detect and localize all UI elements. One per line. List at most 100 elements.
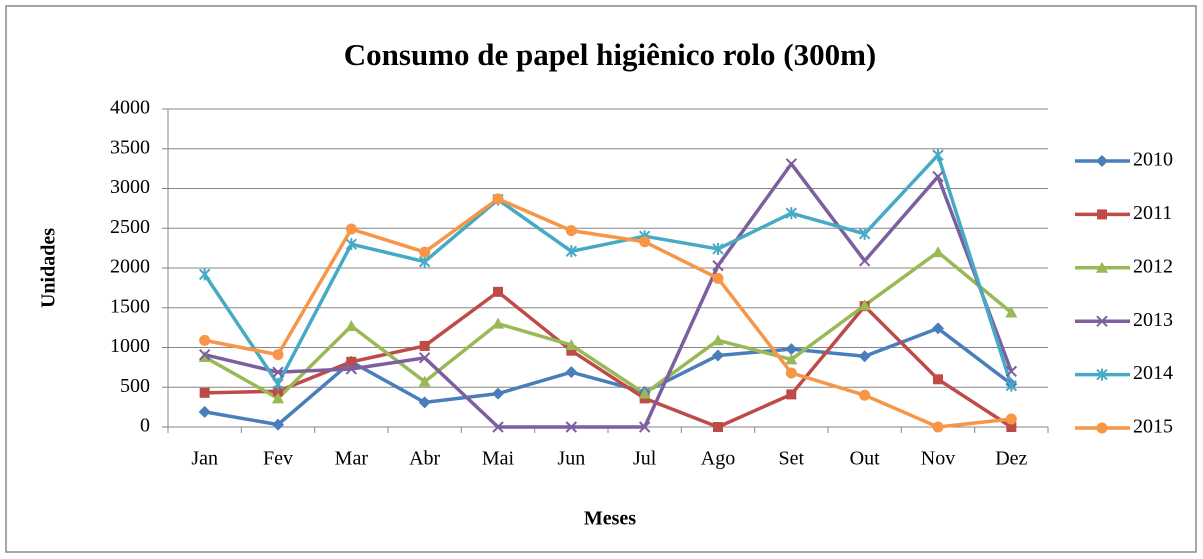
data-point [933, 374, 943, 385]
data-point [932, 170, 944, 183]
chart-frame [5, 5, 1197, 553]
data-point [493, 286, 503, 297]
data-point [272, 366, 284, 378]
data-point [785, 207, 798, 220]
y-tick-label: 3500 [110, 136, 150, 158]
series-line [204, 162, 1013, 429]
legend-marker [1096, 422, 1108, 434]
data-point [638, 387, 651, 399]
legend-label: 2013 [1133, 309, 1173, 331]
data-point [198, 348, 211, 361]
data-point [272, 418, 284, 431]
data-point [565, 339, 578, 351]
data-point [272, 378, 284, 391]
legend-marker [1097, 209, 1107, 220]
data-point [418, 375, 431, 387]
data-point [712, 272, 724, 284]
data-point [492, 193, 504, 205]
data-point [712, 259, 724, 272]
data-point [346, 356, 357, 367]
legend-label: 2011 [1133, 202, 1172, 224]
x-axis-title: Meses [584, 508, 636, 530]
data-point [198, 268, 211, 281]
x-tick-label: Nov [921, 448, 955, 470]
data-point [932, 322, 944, 335]
x-tick-label: Ago [701, 448, 735, 470]
data-point [419, 246, 431, 258]
data-point [1005, 413, 1017, 425]
data-point [418, 255, 431, 268]
data-point [639, 236, 651, 248]
data-point [712, 242, 724, 255]
series-line [204, 326, 1013, 427]
data-point [565, 421, 578, 433]
y-tick-label: 3000 [110, 176, 150, 198]
data-point [565, 366, 578, 379]
data-point [345, 363, 358, 375]
y-tick-label: 1500 [110, 295, 150, 317]
y-tick-label: 2500 [110, 216, 150, 238]
data-point [345, 320, 358, 332]
data-point [272, 392, 284, 404]
y-axis-title: Unidades [38, 228, 60, 308]
legend-marker [1096, 155, 1108, 167]
series-line [203, 153, 1013, 387]
data-point [713, 422, 723, 432]
x-tick-label: Jun [557, 448, 585, 470]
data-point [345, 223, 357, 235]
data-point [492, 387, 504, 400]
data-point [712, 334, 724, 346]
x-tick-label: Jan [191, 448, 218, 470]
data-point [198, 351, 211, 363]
data-point [273, 386, 283, 397]
series-line [204, 197, 1012, 429]
data-point [199, 387, 210, 398]
chart-title: Consumo de papel higiênico rolo (300m) [344, 37, 876, 72]
data-point [785, 367, 797, 379]
data-point [345, 238, 358, 251]
data-point [638, 421, 651, 433]
data-point [859, 389, 871, 401]
x-tick-label: Fev [263, 448, 293, 470]
y-tick-label: 0 [140, 415, 150, 437]
data-point [198, 405, 211, 418]
legend-marker [1096, 315, 1108, 327]
data-point [858, 255, 871, 267]
data-point [1005, 306, 1018, 318]
data-point [418, 396, 431, 409]
data-point [858, 350, 871, 363]
data-point [272, 349, 284, 361]
legend-marker [1096, 368, 1108, 381]
x-tick-label: Out [850, 448, 880, 470]
x-tick-label: Mai [482, 448, 515, 470]
series-line [204, 290, 1013, 429]
legend-label: 2012 [1133, 255, 1173, 277]
data-point [785, 343, 798, 356]
data-point [1005, 365, 1018, 378]
data-point [932, 149, 944, 162]
y-tick-label: 500 [120, 375, 150, 397]
data-point [566, 345, 577, 356]
data-point [492, 421, 504, 433]
series-line [203, 250, 1013, 401]
y-tick-label: 4000 [110, 97, 150, 119]
data-point [199, 334, 211, 346]
data-point [418, 352, 431, 364]
data-point [932, 421, 944, 433]
legend-label: 2010 [1133, 149, 1173, 171]
data-point [1005, 379, 1018, 392]
legend-marker [1096, 261, 1108, 273]
x-tick-label: Dez [995, 448, 1027, 470]
data-point [785, 158, 798, 170]
data-point [565, 225, 577, 237]
legend-label: 2015 [1133, 416, 1173, 438]
data-point [492, 317, 504, 329]
y-tick-label: 1000 [110, 335, 150, 357]
data-point [565, 245, 578, 258]
x-tick-label: Set [779, 448, 805, 470]
x-tick-label: Abr [409, 448, 440, 470]
data-point [932, 246, 944, 258]
data-point [1006, 422, 1017, 432]
y-tick-label: 2000 [110, 256, 150, 278]
